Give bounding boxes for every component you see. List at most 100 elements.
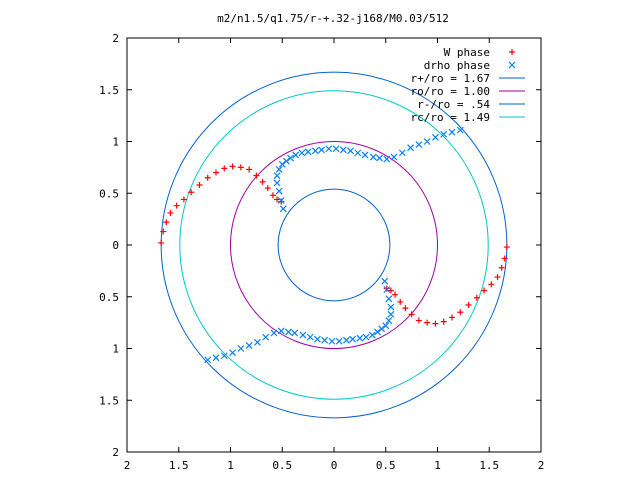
w-phase-point [196,181,203,188]
drho-phase-point [270,329,278,337]
w-phase-point [180,196,187,203]
drho-phase-point [398,149,406,157]
y-tick-label: 0.5 [99,291,119,304]
drho-phase-point [229,349,236,357]
legend-label: ro/ro = 1.00 [411,85,490,98]
drho-phase-point [385,317,393,324]
drho-phase-point [383,155,391,163]
y-tick-label: 1 [112,343,119,356]
w-phase-point [383,285,390,292]
drho-phase-point [456,126,464,134]
w-phase-point [259,178,266,185]
w-phase-point [473,294,480,301]
drho-phase-point [287,154,294,162]
legend-label: r+/ro = 1.67 [411,72,490,85]
drho-phase-point [314,335,321,343]
drho-phase-point [368,331,376,339]
drho-phase-point [339,146,347,154]
drho-phase-point [298,149,306,157]
y-tick-label: 1 [112,136,119,149]
drho-phase-point [275,187,283,195]
x-tick-label: 2 [124,459,131,472]
w-phase-point [163,219,170,226]
w-phase-point [424,319,431,326]
w-phase-point [501,255,508,262]
x-tick-label: 0 [331,459,338,472]
drho-phase-point [220,352,228,360]
drho-phase-point [311,147,319,155]
drho-phase-point [304,148,312,156]
drho-phase-point [390,153,398,161]
w-phase-point [402,305,409,312]
drho-phase-point [361,151,369,159]
radius-circle [230,141,438,349]
w-phase-point [494,274,501,281]
drho-phase-point [376,154,383,162]
legend-label: rc/ro = 1.49 [411,111,490,124]
drho-phase-point [362,333,370,341]
w-phase-point [392,291,399,298]
drho-phase-point [342,336,350,344]
drho-phase-point [335,337,343,345]
w-phase-point [160,228,167,235]
w-phase-point [269,192,276,199]
drho-phase-point [415,141,423,149]
x-tick-label: 1.5 [169,459,189,472]
w-phase-point [408,311,415,318]
w-phase-point [498,264,505,271]
radius-circle [179,90,489,400]
drho-phase-point [275,166,283,173]
drho-phase-point [318,146,326,154]
y-tick-label: 0 [112,239,119,252]
w-phase-point [167,209,174,216]
drho-phase-point [432,133,439,141]
drho-phase-point [356,334,364,342]
drho-phase-point [212,354,220,362]
phase-points [158,126,510,364]
w-phase-point [246,166,253,173]
w-phase-point [221,165,228,172]
radius-circles [160,71,508,419]
y-tick-label: 0.5 [99,187,119,200]
w-phase-point [188,189,195,196]
w-phase-point [229,163,236,170]
drho-phase-point [237,345,245,352]
drho-phase-point [383,286,391,293]
drho-phase-point [273,179,281,187]
y-tick-label: 2 [112,32,119,45]
drho-phase-point [347,147,354,155]
w-phase-point [432,320,439,327]
drho-phase-point [382,322,390,330]
w-phase-point [503,244,510,251]
drho-phase-point [245,341,253,349]
drho-phase-point [369,153,377,161]
drho-phase-point [278,160,286,168]
x-tick-label: 1 [434,459,441,472]
drho-phase-point [262,333,270,341]
x-tick-label: 0.5 [272,459,292,472]
legend-label: W phase [444,46,490,59]
w-phase-point [264,185,271,192]
drho-phase-point [440,130,448,138]
x-tick-label: 2 [538,459,545,472]
w-phase-point [173,202,180,209]
drho-phase-point [321,336,329,344]
drho-phase-point [285,328,292,336]
w-phase-point [488,281,495,288]
y-tick-label: 2 [112,446,119,459]
w-phase-point [397,298,404,305]
chart-title: m2/n1.5/q1.75/r-+.32-j168/M0.03/512 [217,12,449,25]
drho-phase-point [349,335,357,343]
drho-phase-point [325,145,333,153]
drho-phase-point [277,197,285,204]
radius-circle [277,188,391,302]
w-phase-point [465,302,472,309]
drho-phase-point [385,295,393,303]
drho-phase-point [282,157,290,165]
w-phase-point [204,174,211,181]
drho-phase-point [299,331,307,339]
w-phase-point [509,49,515,55]
x-tick-label: 1.5 [479,459,499,472]
drho-phase-point [292,151,300,159]
